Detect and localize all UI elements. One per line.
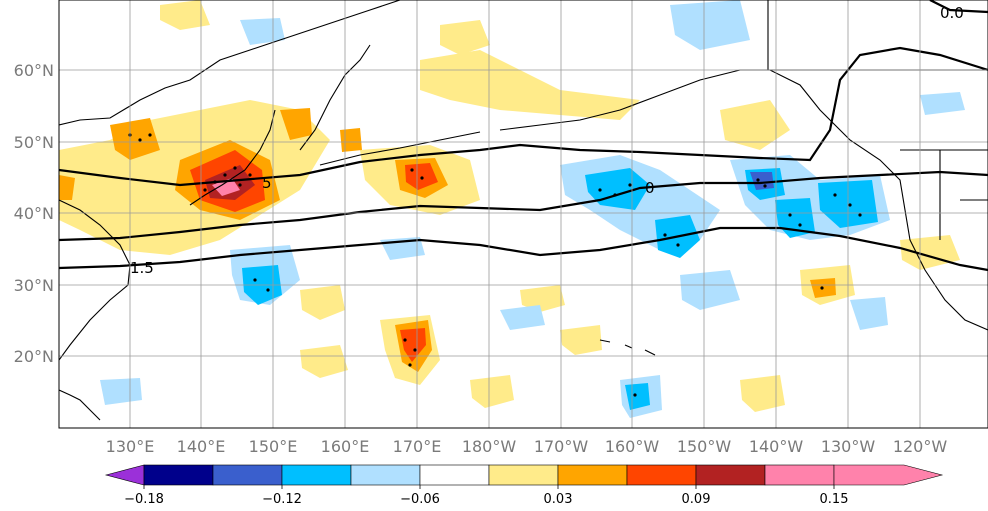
anomaly-patch [100,378,142,405]
negative-anomaly-shading [100,0,965,418]
anomaly-patch [212,178,240,196]
lon-label-130e: 130°E [106,437,155,456]
anomaly-patch [420,50,640,120]
anomaly-patch [500,305,545,330]
graticule [59,0,988,428]
lat-label-40n: 40°N [14,204,54,223]
anomaly-patch [850,297,888,330]
anomaly-patch [720,100,790,150]
lon-label-130w: 130°W [821,437,876,456]
japan-outline [189,109,276,206]
latitude-labels: 20°N 30°N 40°N 50°N 60°N [14,61,54,366]
colorbar-segment [764,464,835,486]
colorbar-tick-label: −0.18 [124,492,164,507]
lon-label-180w: 180°W [462,437,517,456]
lon-label-120w: 120°W [893,437,948,456]
hawaii-islands [599,339,656,356]
anomaly-patch [280,108,312,140]
contour-label-0: 0 [645,179,655,197]
contour-lines [59,0,988,272]
colorbar-tick-label: 0.15 [820,492,849,507]
anomaly-patch [625,383,650,410]
anomaly-patch [400,328,426,362]
colorbar-segment [143,464,214,486]
colorbar-max-extension [833,464,944,486]
colorbar-segment [557,464,628,486]
anomaly-patch [740,375,785,412]
anomaly-patch [560,325,602,355]
contour-label-5: 5 [262,174,272,192]
anomaly-patch [340,128,362,152]
asia-coast [59,0,401,126]
lon-label-170e: 170°E [393,437,442,456]
line-40N [59,170,988,242]
anomaly-patch [240,18,285,45]
anomaly-patch [750,172,774,190]
lon-label-140w: 140°W [749,437,804,456]
positive-anomaly-shading [59,0,960,412]
lon-label-150e: 150°E [249,437,298,456]
colorbar-segment [419,464,490,486]
line-60N-corner [929,0,988,14]
anomaly-patch [520,285,565,312]
colorbar-segment [488,464,559,486]
anomaly-patch [110,118,160,160]
lon-label-170w: 170°W [534,437,589,456]
lat-label-50n: 50°N [14,133,54,152]
colorbar: −0.18 −0.12 −0.06 0.03 0.09 0.15 [104,464,944,507]
lon-label-160e: 160°E [321,437,370,456]
anomaly-patch [300,345,348,378]
contour-label-0-0: 0.0 [940,4,964,22]
colorbar-min-extension [104,464,145,486]
anomaly-patch [300,285,345,320]
contour-label-1-5: 1.5 [130,259,154,277]
lat-label-20n: 20°N [14,347,54,366]
colorbar-ticks [143,485,835,489]
anomaly-patch [470,375,514,408]
significance-stippling [128,133,862,397]
alaska-coast [499,69,988,331]
colorbar-segment [212,464,283,486]
longitude-labels: 130°E 140°E 150°E 160°E 170°E 180°W 170°… [106,437,948,456]
colorbar-segment [350,464,421,486]
line-44N [59,46,988,187]
lat-label-30n: 30°N [14,276,54,295]
kamchatka-outline [299,44,371,151]
anomaly-patch [160,0,210,30]
lat-label-60n: 60°N [14,61,54,80]
colorbar-tick-label: 0.03 [544,492,573,507]
anomaly-patch [920,92,965,115]
lon-label-140e: 140°E [177,437,226,456]
anomaly-patch [59,175,75,200]
colorbar-tick-label: −0.06 [400,492,440,507]
anomaly-patch [680,270,740,310]
philippines-outline [59,389,101,421]
lon-label-150w: 150°W [677,437,732,456]
anomaly-patch [670,0,750,50]
colorbar-segment [281,464,352,486]
colorbar-segment [695,464,766,486]
colorbar-segment [626,464,697,486]
aleutian-chain [319,131,481,166]
colorbar-tick-label: 0.09 [682,492,711,507]
lon-label-160w: 160°W [605,437,660,456]
korea-china-coast [59,199,131,361]
anomaly-patch [440,20,490,55]
line-35N [59,226,988,272]
colorbar-tick-label: −0.12 [262,492,302,507]
